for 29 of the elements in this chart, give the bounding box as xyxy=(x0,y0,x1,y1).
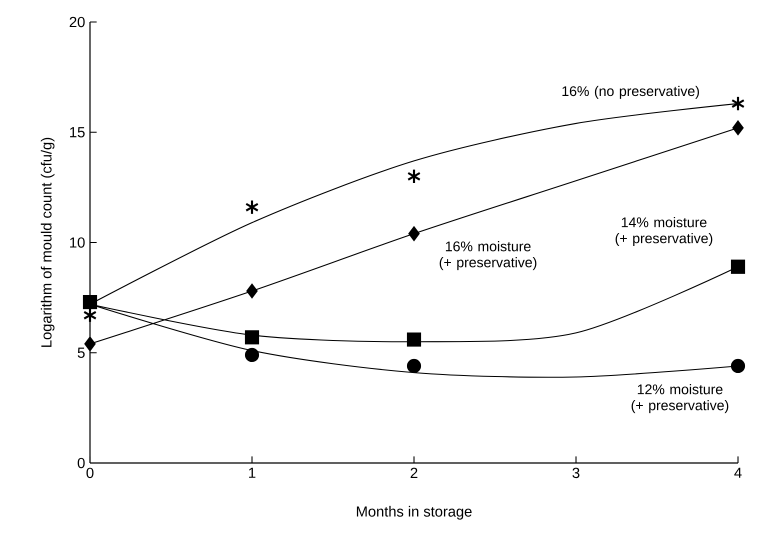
x-axis-title: Months in storage xyxy=(356,506,472,520)
y-tick-label: 15 xyxy=(70,127,85,138)
point xyxy=(406,358,422,374)
x-tick-label: 0 xyxy=(86,468,94,478)
point xyxy=(731,96,745,112)
series-label: 12% moisture (+ preservative) xyxy=(632,384,728,414)
point xyxy=(245,199,259,215)
point xyxy=(244,330,260,344)
point xyxy=(406,332,422,347)
point xyxy=(730,260,746,274)
point xyxy=(82,294,98,310)
x-tick-label: 3 xyxy=(572,468,580,478)
x-tick-label: 4 xyxy=(734,468,742,478)
y-tick-label: 5 xyxy=(78,348,85,358)
y-axis-title: Logarithm of mould count (cfu/g) xyxy=(40,138,54,347)
point xyxy=(84,336,96,351)
point xyxy=(408,226,420,241)
series-label: 14% moisture (+ preservative) xyxy=(616,216,712,246)
series-label: 16% moisture (+ preservative) xyxy=(440,241,536,270)
point xyxy=(83,308,97,323)
text: 16% (no preservative) xyxy=(562,86,699,99)
point xyxy=(246,284,258,298)
y-tick-label: 0 xyxy=(78,458,85,468)
point xyxy=(244,348,260,362)
point xyxy=(407,168,421,184)
y-tick-label: 10 xyxy=(70,237,85,248)
x-tick-label: 1 xyxy=(249,468,256,478)
y-tick-label: 20 xyxy=(70,16,85,28)
x-tick-label: 2 xyxy=(410,468,418,478)
